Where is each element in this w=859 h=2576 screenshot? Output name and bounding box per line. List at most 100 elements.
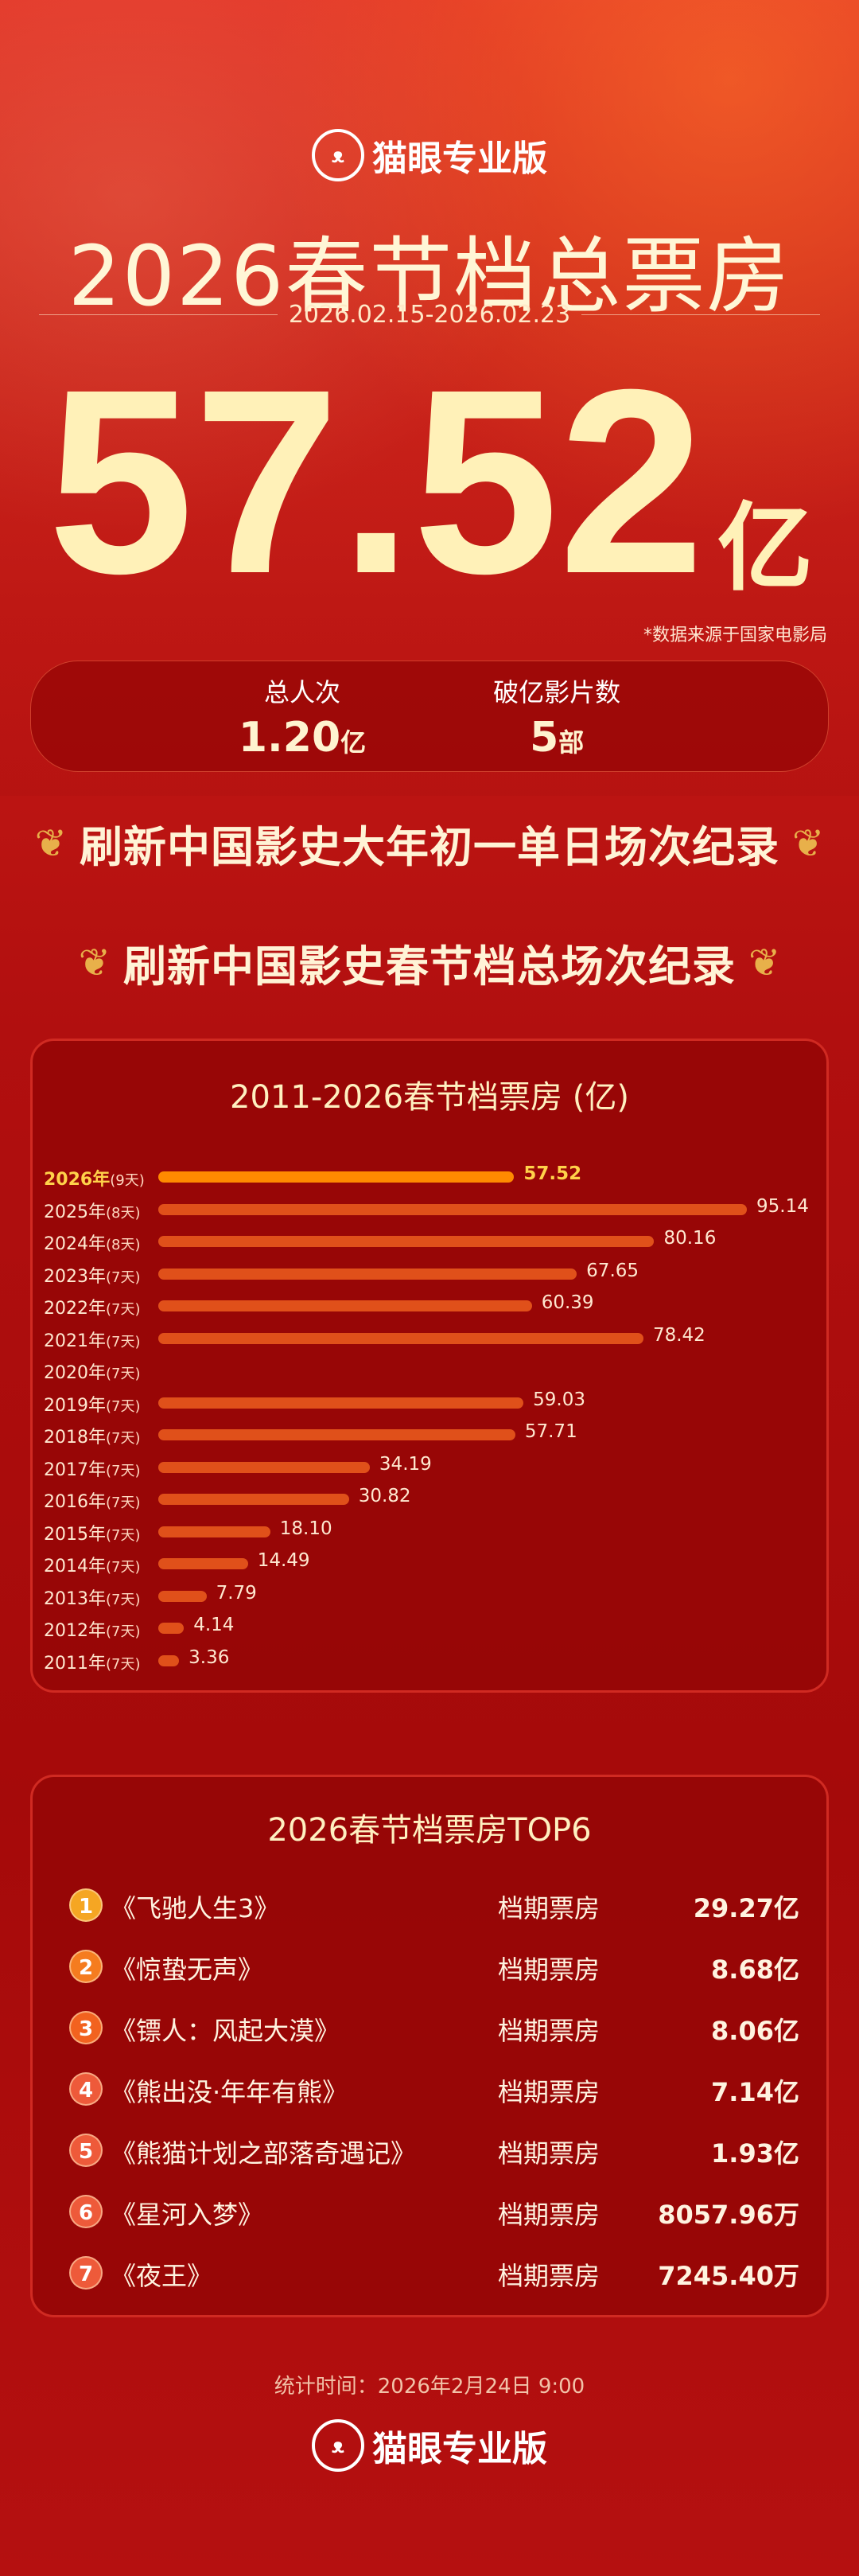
bar-value-label: 7.79 (216, 1582, 257, 1604)
duration-label: (8天) (106, 1204, 141, 1222)
record-text: 刷新中国影史大年初一单日场次纪录 (80, 822, 779, 872)
bar-row: 2015年(7天) 18.10 (33, 1517, 831, 1549)
bar (158, 1558, 248, 1569)
film-row: 6 《星河入梦》 档期票房 8057.96万 (33, 2188, 831, 2236)
box-office-label: 档期票房 (498, 1893, 601, 1923)
page-title: 2026春节档总票房 (68, 228, 791, 325)
stat-label: 破亿影片数 (493, 677, 621, 707)
record-text: 刷新中国影史春节档总场次纪录 (123, 941, 736, 992)
bar-value-label: 80.16 (663, 1228, 717, 1249)
film-title: 《星河入梦》 (111, 2200, 264, 2230)
duration-label: (7天) (106, 1655, 141, 1673)
bar-value-label: 57.52 (523, 1163, 582, 1184)
year-label: 2024年 (44, 1234, 106, 1254)
brand-logo: ᴥ 猫眼专业版 (0, 129, 859, 181)
bar-value-label: 57.71 (524, 1421, 577, 1442)
bar (158, 1397, 524, 1409)
duration-label: (7天) (106, 1333, 141, 1350)
bar-value-label: 14.49 (257, 1550, 310, 1571)
rank-badge: 4 (69, 2072, 103, 2106)
bar (158, 1461, 370, 1473)
stat-label: 总人次 (263, 677, 340, 707)
box-office-label: 档期票房 (498, 2077, 601, 2107)
divider (38, 314, 278, 315)
laurel-right-icon: ❦ (792, 820, 825, 866)
cat-face-icon: ᴥ (312, 129, 364, 181)
bar-value-label: 95.14 (756, 1195, 809, 1217)
bar-category-label: 2021年(7天) (44, 1327, 141, 1352)
bar-value-label: 67.65 (586, 1260, 639, 1281)
record-banner-2: ❦ 刷新中国影史春节档总场次纪录 ❦ (0, 931, 859, 994)
duration-label: (7天) (106, 1495, 141, 1511)
bar-category-label: 2023年(7天) (44, 1262, 141, 1288)
year-label: 2021年 (44, 1331, 106, 1351)
year-label: 2019年 (44, 1395, 106, 1416)
year-label: 2013年 (44, 1588, 106, 1609)
box-office-value: 8057.96万 (658, 2200, 799, 2230)
bar (158, 1300, 532, 1311)
year-label: 2012年 (44, 1621, 106, 1641)
date-range: 2026.02.15-2026.02.23 (288, 301, 571, 329)
duration-label: (7天) (106, 1623, 141, 1640)
bar-row: 2025年(8天) 95.14 (33, 1194, 831, 1226)
film-title: 《惊蛰无声》 (111, 1954, 264, 1985)
year-label: 2016年 (44, 1492, 106, 1512)
year-label: 2023年 (44, 1266, 106, 1287)
year-label: 2018年 (44, 1428, 106, 1448)
bar-row: 2023年(7天) 67.65 (33, 1259, 831, 1291)
bar (158, 1268, 577, 1280)
bar (158, 1623, 185, 1634)
bar-value-label: 30.82 (358, 1486, 411, 1506)
bar-value-label: 78.42 (652, 1324, 705, 1346)
bar (158, 1332, 643, 1344)
film-row: 5 《熊猫计划之部落奇遇记》 档期票房 1.93亿 (33, 2127, 831, 2175)
bar (158, 1236, 655, 1247)
rank-badge: 7 (69, 2256, 103, 2290)
bar (158, 1654, 180, 1666)
chart-title: 2011-2026春节档票房 (亿) (230, 1079, 629, 1116)
total-row: 57.52 亿 (48, 350, 813, 613)
brand-name: 猫眼专业版 (372, 2429, 547, 2469)
duration-label: (7天) (106, 1397, 141, 1415)
stats-panel: 总人次 1.20亿 破亿影片数 5部 (30, 661, 829, 772)
film-title: 《熊出没·年年有熊》 (111, 2077, 348, 2107)
year-label: 2022年 (44, 1299, 106, 1319)
box-office-label: 档期票房 (498, 2016, 601, 2046)
box-office-label: 档期票房 (498, 1954, 601, 1985)
bar-category-label: 2020年(7天) (44, 1358, 141, 1384)
bar-category-label: 2017年(7天) (44, 1456, 141, 1481)
rank-badge: 3 (69, 2011, 103, 2044)
year-label: 2011年 (44, 1653, 106, 1674)
duration-label: (7天) (106, 1366, 141, 1382)
bar-category-label: 2025年(8天) (44, 1198, 141, 1223)
duration-label: (7天) (106, 1559, 141, 1576)
stat-unit: 亿 (340, 727, 367, 758)
laurel-right-icon: ❦ (748, 940, 781, 985)
film-title: 《夜王》 (111, 2261, 213, 2291)
box-office-value: 7245.40万 (658, 2261, 799, 2291)
bar-category-label: 2018年(7天) (44, 1423, 141, 1448)
bar-value-label: 4.14 (193, 1615, 235, 1635)
bar (158, 1429, 515, 1440)
duration-label: (7天) (106, 1269, 141, 1286)
box-office-value: 8.68亿 (711, 1954, 799, 1985)
duration-label: (9天) (110, 1172, 145, 1189)
box-office-value: 29.27亿 (693, 1893, 799, 1923)
bar-row: 2014年(7天) 14.49 (33, 1549, 831, 1580)
stat-value: 5 (530, 714, 559, 762)
divider (581, 314, 821, 315)
year-label: 2017年 (44, 1459, 106, 1480)
bar-row: 2013年(7天) 7.79 (33, 1581, 831, 1613)
duration-label: (7天) (106, 1430, 141, 1447)
duration-label: (7天) (106, 1301, 141, 1318)
year-label: 2020年 (44, 1363, 106, 1383)
bar-value-label: 3.36 (189, 1647, 230, 1668)
bar (158, 1203, 747, 1215)
stat-films-over-100m: 破亿影片数 5部 (493, 672, 620, 771)
year-label: 2025年 (44, 1202, 106, 1222)
total-unit: 亿 (717, 493, 813, 604)
film-row: 4 《熊出没·年年有熊》 档期票房 7.14亿 (33, 2066, 831, 2114)
bar-category-label: 2014年(7天) (44, 1552, 141, 1577)
stat-unit: 部 (558, 727, 585, 758)
total-box-office: 57.52 (48, 334, 705, 628)
